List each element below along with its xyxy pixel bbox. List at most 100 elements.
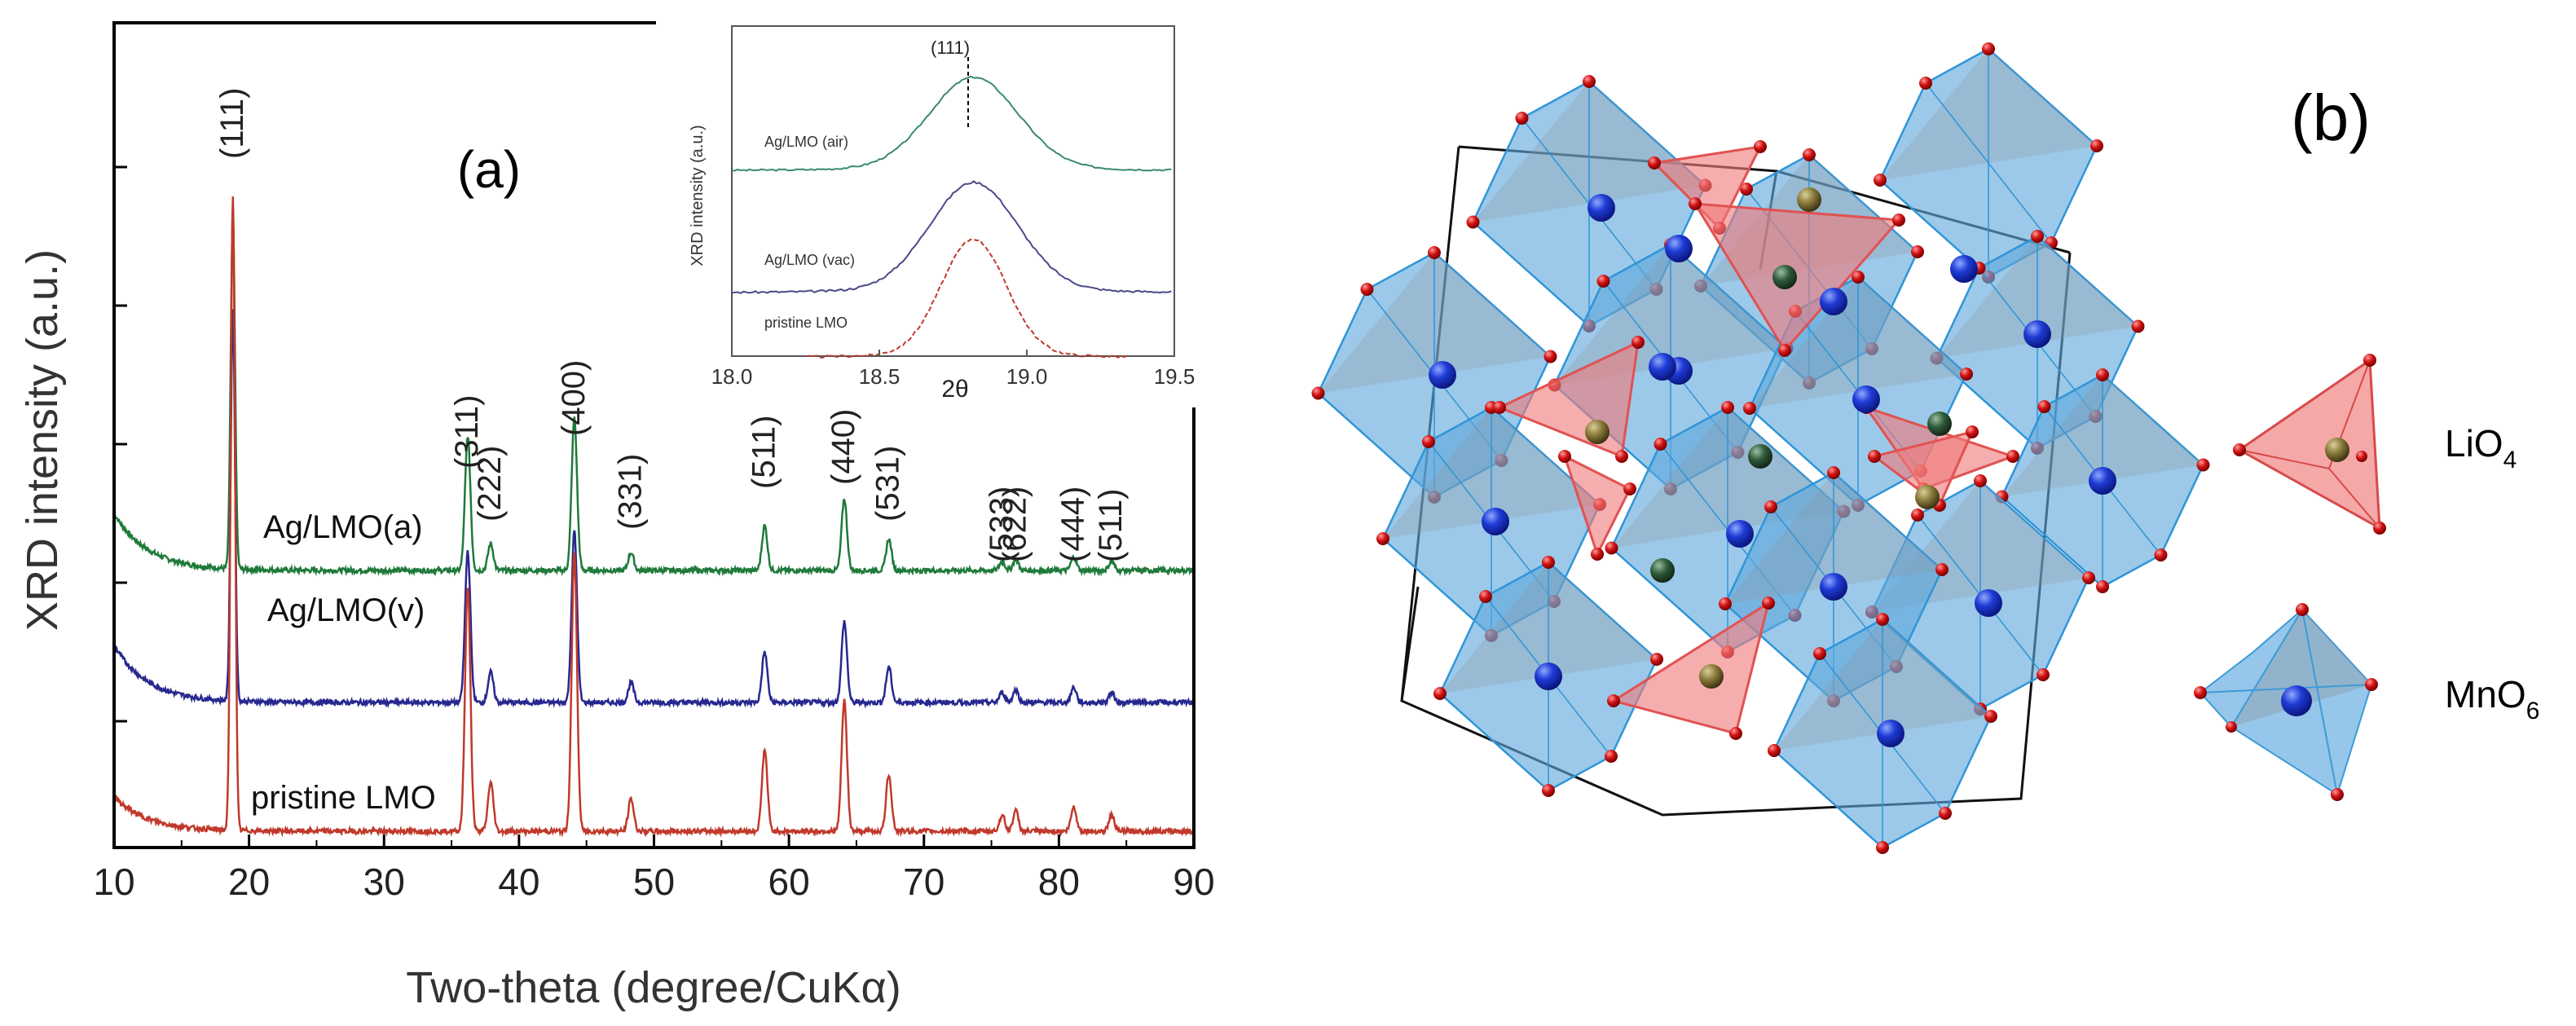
oxygen-atom xyxy=(1376,532,1389,545)
oxygen-atom xyxy=(1433,687,1447,700)
x-tick-label: 70 xyxy=(903,861,945,903)
y-axis-ticks xyxy=(114,165,127,723)
oxygen-atom xyxy=(1605,541,1618,555)
peak-label: (440) xyxy=(826,409,861,485)
x-tick-label: 50 xyxy=(633,861,675,903)
oxygen-atom xyxy=(1754,140,1767,153)
oxygen-atom xyxy=(1876,841,1889,854)
oxygen-atom xyxy=(1422,435,1435,448)
mn-atom xyxy=(1950,255,1978,283)
oxygen-atom xyxy=(1428,246,1441,259)
oxygen-atom xyxy=(1360,283,1374,296)
oxygen-atom xyxy=(1762,597,1775,610)
peak-label: (533) xyxy=(984,487,1019,562)
inset-series-line-1 xyxy=(731,180,1172,294)
oxygen-atom xyxy=(2154,548,2168,561)
peak-label: (222) xyxy=(472,446,508,522)
oxygen-atom xyxy=(1623,482,1636,495)
peak-label: (400) xyxy=(556,360,592,436)
peak-label: (111) xyxy=(214,88,250,159)
inset-peak-label: (111) xyxy=(931,37,970,58)
mn-atom xyxy=(1877,720,1904,747)
oxygen-atom xyxy=(2006,450,2019,463)
oxygen-atom xyxy=(2037,400,2051,413)
peak-label: (444) xyxy=(1055,487,1091,562)
oxygen-atom xyxy=(1827,466,1840,479)
inset-x-ticks: 18.0 18.5 19.0 19.5 xyxy=(711,350,1196,389)
oxygen-atom xyxy=(1764,500,1777,513)
mn-atom xyxy=(1535,663,1562,690)
series-label: Ag/LMO(v) xyxy=(267,592,425,628)
mn-atom xyxy=(1726,520,1754,548)
peak-label: (511) xyxy=(1093,489,1129,562)
inset-x-tick-label: 19.5 xyxy=(1154,364,1196,389)
oxygen-atom xyxy=(1974,474,1987,487)
unit-cell-edges xyxy=(1400,145,2072,817)
peak-label: (511) xyxy=(746,416,782,489)
oxygen-atom xyxy=(1960,368,1973,381)
mn-atom xyxy=(1665,235,1693,262)
oxygen-atom xyxy=(1596,275,1610,288)
mn-atom xyxy=(2089,467,2116,495)
x-tick-label: 80 xyxy=(1038,861,1080,903)
inset-series-group xyxy=(731,75,1172,359)
oxygen-atom xyxy=(1605,750,1618,763)
li-atom xyxy=(1797,187,1821,212)
lio4-tetrahedron xyxy=(1871,429,1975,508)
oxygen-atom xyxy=(1984,710,1997,723)
peak-label: (311) xyxy=(449,395,485,469)
peak-label: (331) xyxy=(612,454,648,530)
panel-label-b: (b) xyxy=(2291,81,2371,154)
x-tick-label: 90 xyxy=(1173,861,1214,903)
oxygen-atom xyxy=(2082,571,2095,584)
legend-lio4-label: LiO4 xyxy=(2445,422,2517,473)
peak-label: (622) xyxy=(997,487,1033,562)
oxygen-atom xyxy=(1892,214,1905,227)
oxygen-atom xyxy=(1939,807,1952,820)
spinel-structure: (b) LiO4 MnO6 xyxy=(1311,42,2539,854)
oxygen-atom xyxy=(2096,580,2109,593)
oxygen-atom xyxy=(2037,668,2050,681)
inset-y-label: XRD intensity (a.u.) xyxy=(689,125,707,266)
li-atom xyxy=(1772,265,1797,289)
oxygen-atom xyxy=(1803,148,1816,161)
lio4-tetrahedron xyxy=(1610,600,1771,735)
oxygen-atom xyxy=(1653,438,1667,451)
oxygen-atom xyxy=(2090,139,2103,152)
peak-label: (531) xyxy=(870,446,906,522)
structure-illustration xyxy=(1311,42,2210,854)
oxygen-atom xyxy=(1515,112,1529,125)
oxygen-atom xyxy=(1874,174,1887,187)
oxygen-atom xyxy=(1648,156,1661,170)
legend-lio4: LiO4 xyxy=(2233,354,2517,535)
inset-x-tick-label: 19.0 xyxy=(1006,364,1048,389)
lio4-tetrahedron xyxy=(1562,454,1632,557)
series-line-1 xyxy=(112,309,1196,709)
x-tick-label: 40 xyxy=(498,861,539,903)
series-labels-group: Ag/LMO(a) Ag/LMO(v) pristine LMO xyxy=(251,509,436,816)
oxygen-atom xyxy=(1542,556,1555,569)
li-atom xyxy=(1915,485,1940,509)
oxygen-atom xyxy=(2031,230,2044,243)
li-atom xyxy=(1748,444,1772,469)
octahedron-edge xyxy=(1925,82,2052,244)
oxygen-atom xyxy=(2196,458,2210,472)
li-atom xyxy=(1585,420,1609,444)
series-line-2 xyxy=(112,196,1196,838)
oxygen-atom xyxy=(1543,350,1557,363)
oxygen-atom xyxy=(1493,401,1506,414)
x-axis-ticks: 10 20 30 40 50 60 70 80 90 xyxy=(93,834,1215,903)
mn-atom xyxy=(2023,320,2051,348)
x-tick-label: 60 xyxy=(768,861,810,903)
peak-labels-group: (111) (311)(222) (400) (331) (511) (440) (531)… xyxy=(214,88,1129,562)
oxygen-atom xyxy=(1778,344,1791,357)
mn-atom xyxy=(1820,288,1847,315)
oxygen-atom xyxy=(2131,319,2145,333)
oxygen-atom xyxy=(1876,613,1889,626)
oxygen-atom xyxy=(1935,563,1949,576)
oxygen-atom xyxy=(1868,450,1881,463)
mn-atom xyxy=(1649,353,1676,381)
oxygen-atom xyxy=(1729,727,1742,740)
inset-series-label: Ag/LMO (vac) xyxy=(764,252,855,268)
oxygen-atom xyxy=(1719,597,1732,610)
